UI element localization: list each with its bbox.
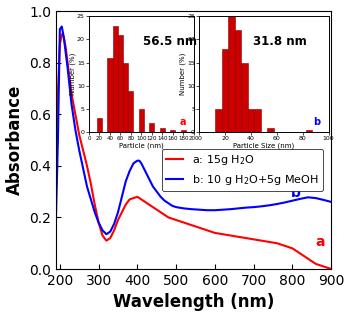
Y-axis label: Absorbance: Absorbance (6, 85, 23, 195)
X-axis label: Wavelength (nm): Wavelength (nm) (113, 294, 274, 311)
Text: a: a (316, 235, 325, 249)
Legend: a: 15g H$_2$O, b: 10 g H$_2$O+5g MeOH: a: 15g H$_2$O, b: 10 g H$_2$O+5g MeOH (162, 149, 323, 191)
Text: b: b (290, 186, 300, 200)
